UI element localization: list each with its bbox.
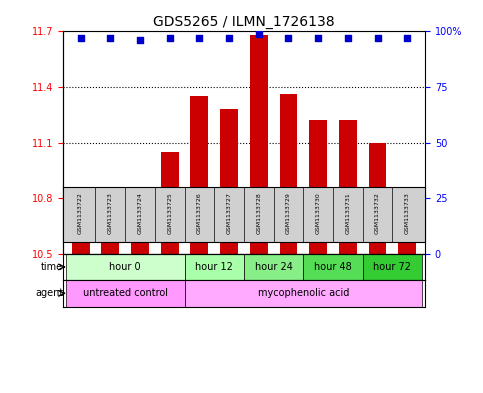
- Point: [196, 35, 203, 41]
- Text: hour 12: hour 12: [195, 262, 233, 272]
- Bar: [309, 120, 327, 254]
- Text: GSM1133729: GSM1133729: [286, 192, 291, 234]
- Point: [344, 35, 352, 41]
- Text: GSM1133725: GSM1133725: [167, 192, 172, 234]
- FancyBboxPatch shape: [66, 254, 185, 280]
- FancyBboxPatch shape: [244, 254, 303, 280]
- Text: GSM1133733: GSM1133733: [405, 254, 410, 296]
- Text: GSM1133729: GSM1133729: [286, 254, 291, 296]
- Text: GSM1133733: GSM1133733: [405, 192, 410, 234]
- Text: GSM1133726: GSM1133726: [197, 192, 202, 234]
- Bar: [190, 96, 208, 254]
- Bar: [101, 193, 119, 254]
- Text: GSM1133723: GSM1133723: [108, 254, 113, 296]
- Text: agent: agent: [35, 288, 63, 298]
- Text: GSM1133722: GSM1133722: [78, 192, 83, 234]
- Text: GSM1133731: GSM1133731: [345, 192, 350, 234]
- Bar: [398, 195, 416, 254]
- Bar: [220, 109, 238, 254]
- Text: GSM1133724: GSM1133724: [138, 254, 142, 296]
- Bar: [131, 222, 149, 254]
- Point: [255, 31, 263, 37]
- Text: GSM1133722: GSM1133722: [78, 254, 83, 296]
- Text: GSM1133724: GSM1133724: [138, 192, 142, 234]
- Point: [403, 35, 411, 41]
- Point: [166, 35, 173, 41]
- Point: [374, 35, 382, 41]
- FancyBboxPatch shape: [185, 254, 244, 280]
- FancyBboxPatch shape: [303, 254, 363, 280]
- Bar: [280, 94, 298, 254]
- Text: mycophenolic acid: mycophenolic acid: [257, 288, 349, 298]
- Text: GSM1133728: GSM1133728: [256, 254, 261, 296]
- Bar: [71, 191, 89, 254]
- Text: GSM1133730: GSM1133730: [316, 254, 321, 296]
- Point: [314, 35, 322, 41]
- Text: GSM1133723: GSM1133723: [108, 192, 113, 234]
- Text: GSM1133732: GSM1133732: [375, 192, 380, 234]
- Text: hour 24: hour 24: [255, 262, 293, 272]
- Text: GSM1133728: GSM1133728: [256, 192, 261, 234]
- Point: [284, 35, 292, 41]
- Text: hour 0: hour 0: [109, 262, 141, 272]
- Bar: [369, 143, 386, 254]
- Text: untreated control: untreated control: [83, 288, 168, 298]
- Bar: [339, 120, 357, 254]
- Point: [225, 35, 233, 41]
- Text: GSM1133732: GSM1133732: [375, 254, 380, 296]
- Text: GSM1133726: GSM1133726: [197, 254, 202, 296]
- Text: hour 48: hour 48: [314, 262, 352, 272]
- Text: hour 72: hour 72: [373, 262, 412, 272]
- Point: [106, 35, 114, 41]
- Bar: [250, 35, 268, 254]
- FancyBboxPatch shape: [66, 280, 185, 307]
- FancyBboxPatch shape: [363, 254, 422, 280]
- FancyBboxPatch shape: [185, 280, 422, 307]
- Point: [77, 35, 85, 41]
- Point: [136, 37, 144, 44]
- Text: time: time: [41, 262, 63, 272]
- Text: GSM1133727: GSM1133727: [227, 192, 231, 234]
- Text: GSM1133730: GSM1133730: [316, 192, 321, 234]
- Text: GSM1133731: GSM1133731: [345, 254, 350, 296]
- Text: GSM1133725: GSM1133725: [167, 254, 172, 296]
- Text: GSM1133727: GSM1133727: [227, 254, 231, 296]
- Title: GDS5265 / ILMN_1726138: GDS5265 / ILMN_1726138: [153, 15, 335, 29]
- Bar: [161, 152, 179, 254]
